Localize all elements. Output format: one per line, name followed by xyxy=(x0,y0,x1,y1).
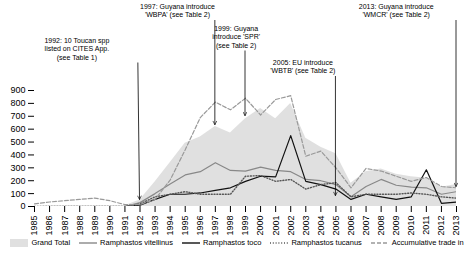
svg-text:0: 0 xyxy=(20,201,25,211)
svg-text:1999: 1999 xyxy=(240,216,250,236)
svg-text:2001: 2001 xyxy=(271,216,281,236)
svg-text:1989: 1989 xyxy=(90,216,100,236)
svg-text:2010: 2010 xyxy=(406,216,416,236)
svg-text:1992: 1992 xyxy=(135,216,145,236)
svg-text:2005: 2005 xyxy=(331,216,341,236)
svg-text:1985: 1985 xyxy=(29,216,39,236)
svg-text:600: 600 xyxy=(10,124,25,134)
svg-text:400: 400 xyxy=(10,150,25,160)
svg-text:300: 300 xyxy=(10,163,25,173)
svg-text:1995: 1995 xyxy=(180,216,190,236)
svg-text:2011: 2011 xyxy=(421,216,431,235)
svg-text:100: 100 xyxy=(10,188,25,198)
svg-text:700: 700 xyxy=(10,111,25,121)
svg-text:2013: 2013 xyxy=(451,216,461,236)
svg-text:500: 500 xyxy=(10,137,25,147)
svg-text:1990: 1990 xyxy=(105,216,115,236)
svg-text:800: 800 xyxy=(10,98,25,108)
svg-text:900: 900 xyxy=(10,85,25,95)
svg-text:2004: 2004 xyxy=(316,216,326,236)
svg-text:1993: 1993 xyxy=(150,216,160,236)
svg-text:1996: 1996 xyxy=(195,216,205,236)
svg-text:2006: 2006 xyxy=(346,216,356,236)
svg-text:1997: 1997 xyxy=(210,216,220,236)
svg-text:1999: Guyanaintroduce 'SPR'(se: 1999: Guyanaintroduce 'SPR'(see Table 2) xyxy=(212,25,260,50)
svg-text:200: 200 xyxy=(10,176,25,186)
svg-text:1998: 1998 xyxy=(225,216,235,236)
svg-text:1988: 1988 xyxy=(75,216,85,236)
svg-text:2008: 2008 xyxy=(376,216,386,236)
svg-text:2013: Guyana introduce'WMCR' (: 2013: Guyana introduce'WMCR' (see Table … xyxy=(359,3,434,20)
svg-text:2003: 2003 xyxy=(301,216,311,236)
svg-text:1997: Guyana introduce'WBPA' (: 1997: Guyana introduce'WBPA' (see Table … xyxy=(140,3,215,20)
svg-text:1987: 1987 xyxy=(60,216,70,236)
html-text:Ramphastos toco: Ramphastos toco xyxy=(203,238,262,247)
html-text:Accumulative trade in: Accumulative trade in xyxy=(391,238,464,247)
svg-text:2007: 2007 xyxy=(361,216,371,236)
svg-text:1992: 10 Toucan spplisted on C: 1992: 10 Toucan spplisted on CITES App.(… xyxy=(44,37,109,62)
svg-text:2000: 2000 xyxy=(255,216,265,236)
svg-text:2009: 2009 xyxy=(391,216,401,236)
svg-text:1991: 1991 xyxy=(120,216,130,236)
svg-text:1986: 1986 xyxy=(44,216,54,236)
html-text:Ramphastos tucanus: Ramphastos tucanus xyxy=(291,238,362,247)
html-text:Grand Total: Grand Total xyxy=(31,238,71,247)
svg-text:2002: 2002 xyxy=(286,216,296,236)
svg-text:2005: EU introduce'WBTB' (see: 2005: EU introduce'WBTB' (see Table 2) xyxy=(270,59,335,76)
svg-text:2012: 2012 xyxy=(436,216,446,236)
html-text:Ramphastos vitellinus: Ramphastos vitellinus xyxy=(100,238,173,247)
svg-text:1994: 1994 xyxy=(165,216,175,236)
